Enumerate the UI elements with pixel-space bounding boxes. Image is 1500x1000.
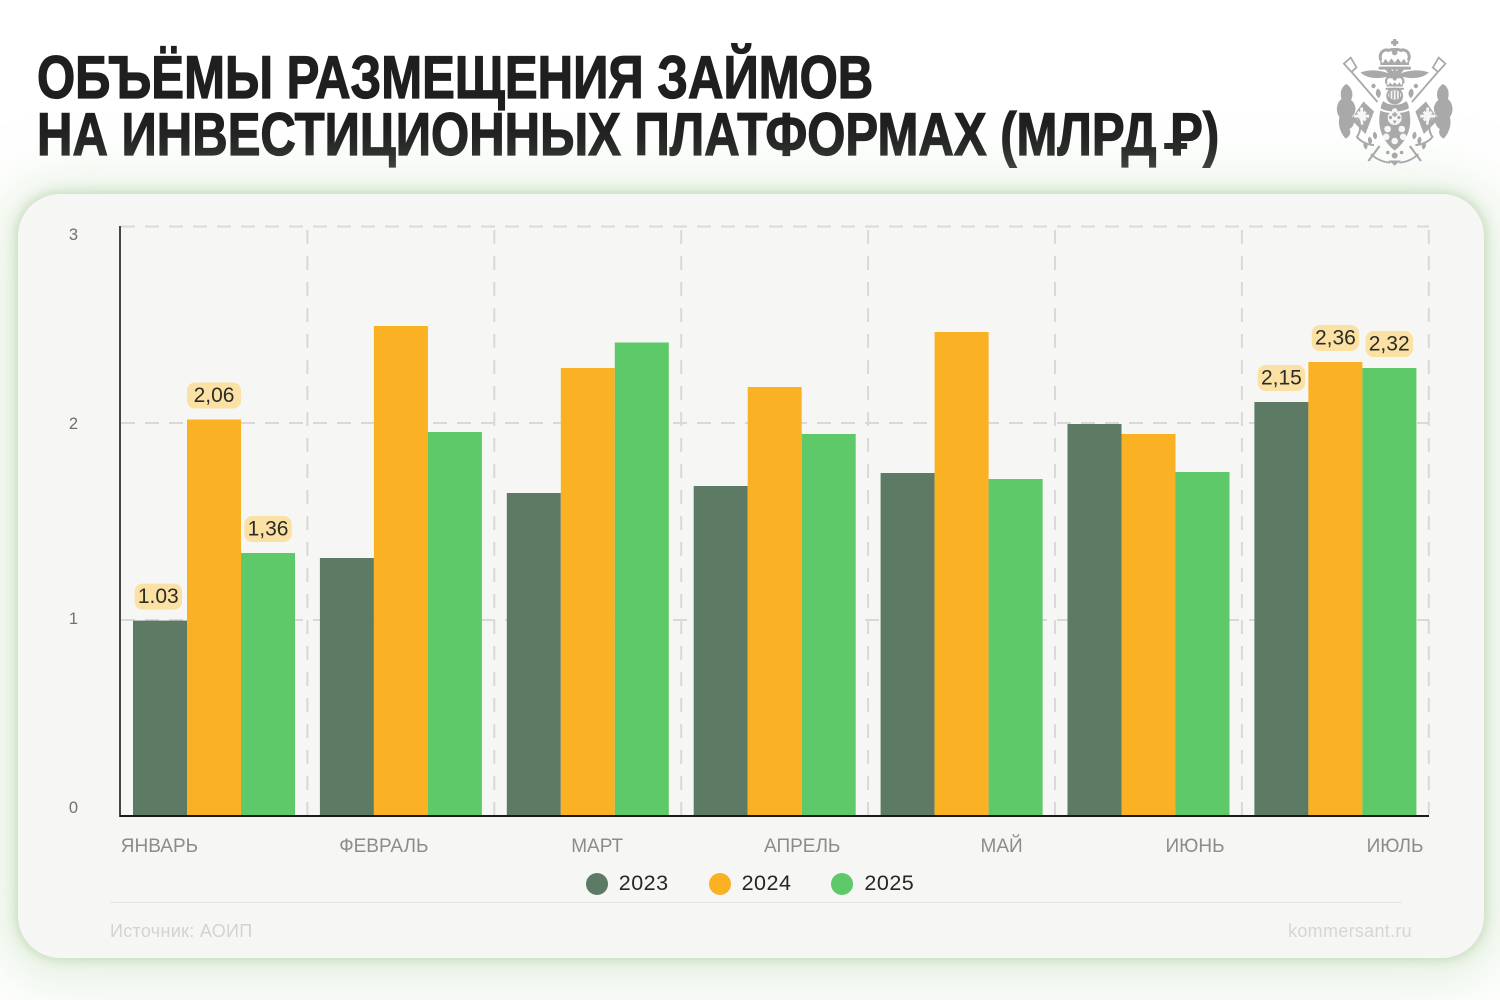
svg-text:1.03: 1.03 [138,585,179,608]
svg-text:2,32: 2,32 [1369,332,1410,355]
svg-text:ФЕВРАЛЬ: ФЕВРАЛЬ [339,836,428,857]
svg-text:МАРТ: МАРТ [571,836,623,857]
svg-text:1,36: 1,36 [248,517,289,540]
svg-text:МАЙ: МАЙ [981,835,1023,857]
svg-text:ИЮЛЬ: ИЮЛЬ [1367,836,1424,857]
svg-text:2,36: 2,36 [1315,326,1356,349]
svg-text:2: 2 [69,415,78,433]
svg-text:1: 1 [69,610,78,628]
svg-text:3: 3 [69,226,78,244]
svg-text:АПРЕЛЬ: АПРЕЛЬ [764,836,840,857]
svg-text:ИЮНЬ: ИЮНЬ [1166,836,1225,857]
svg-text:2,06: 2,06 [194,384,235,407]
svg-text:0: 0 [69,799,78,817]
svg-text:2,15: 2,15 [1261,366,1302,389]
svg-text:ЯНВАРЬ: ЯНВАРЬ [121,836,198,857]
